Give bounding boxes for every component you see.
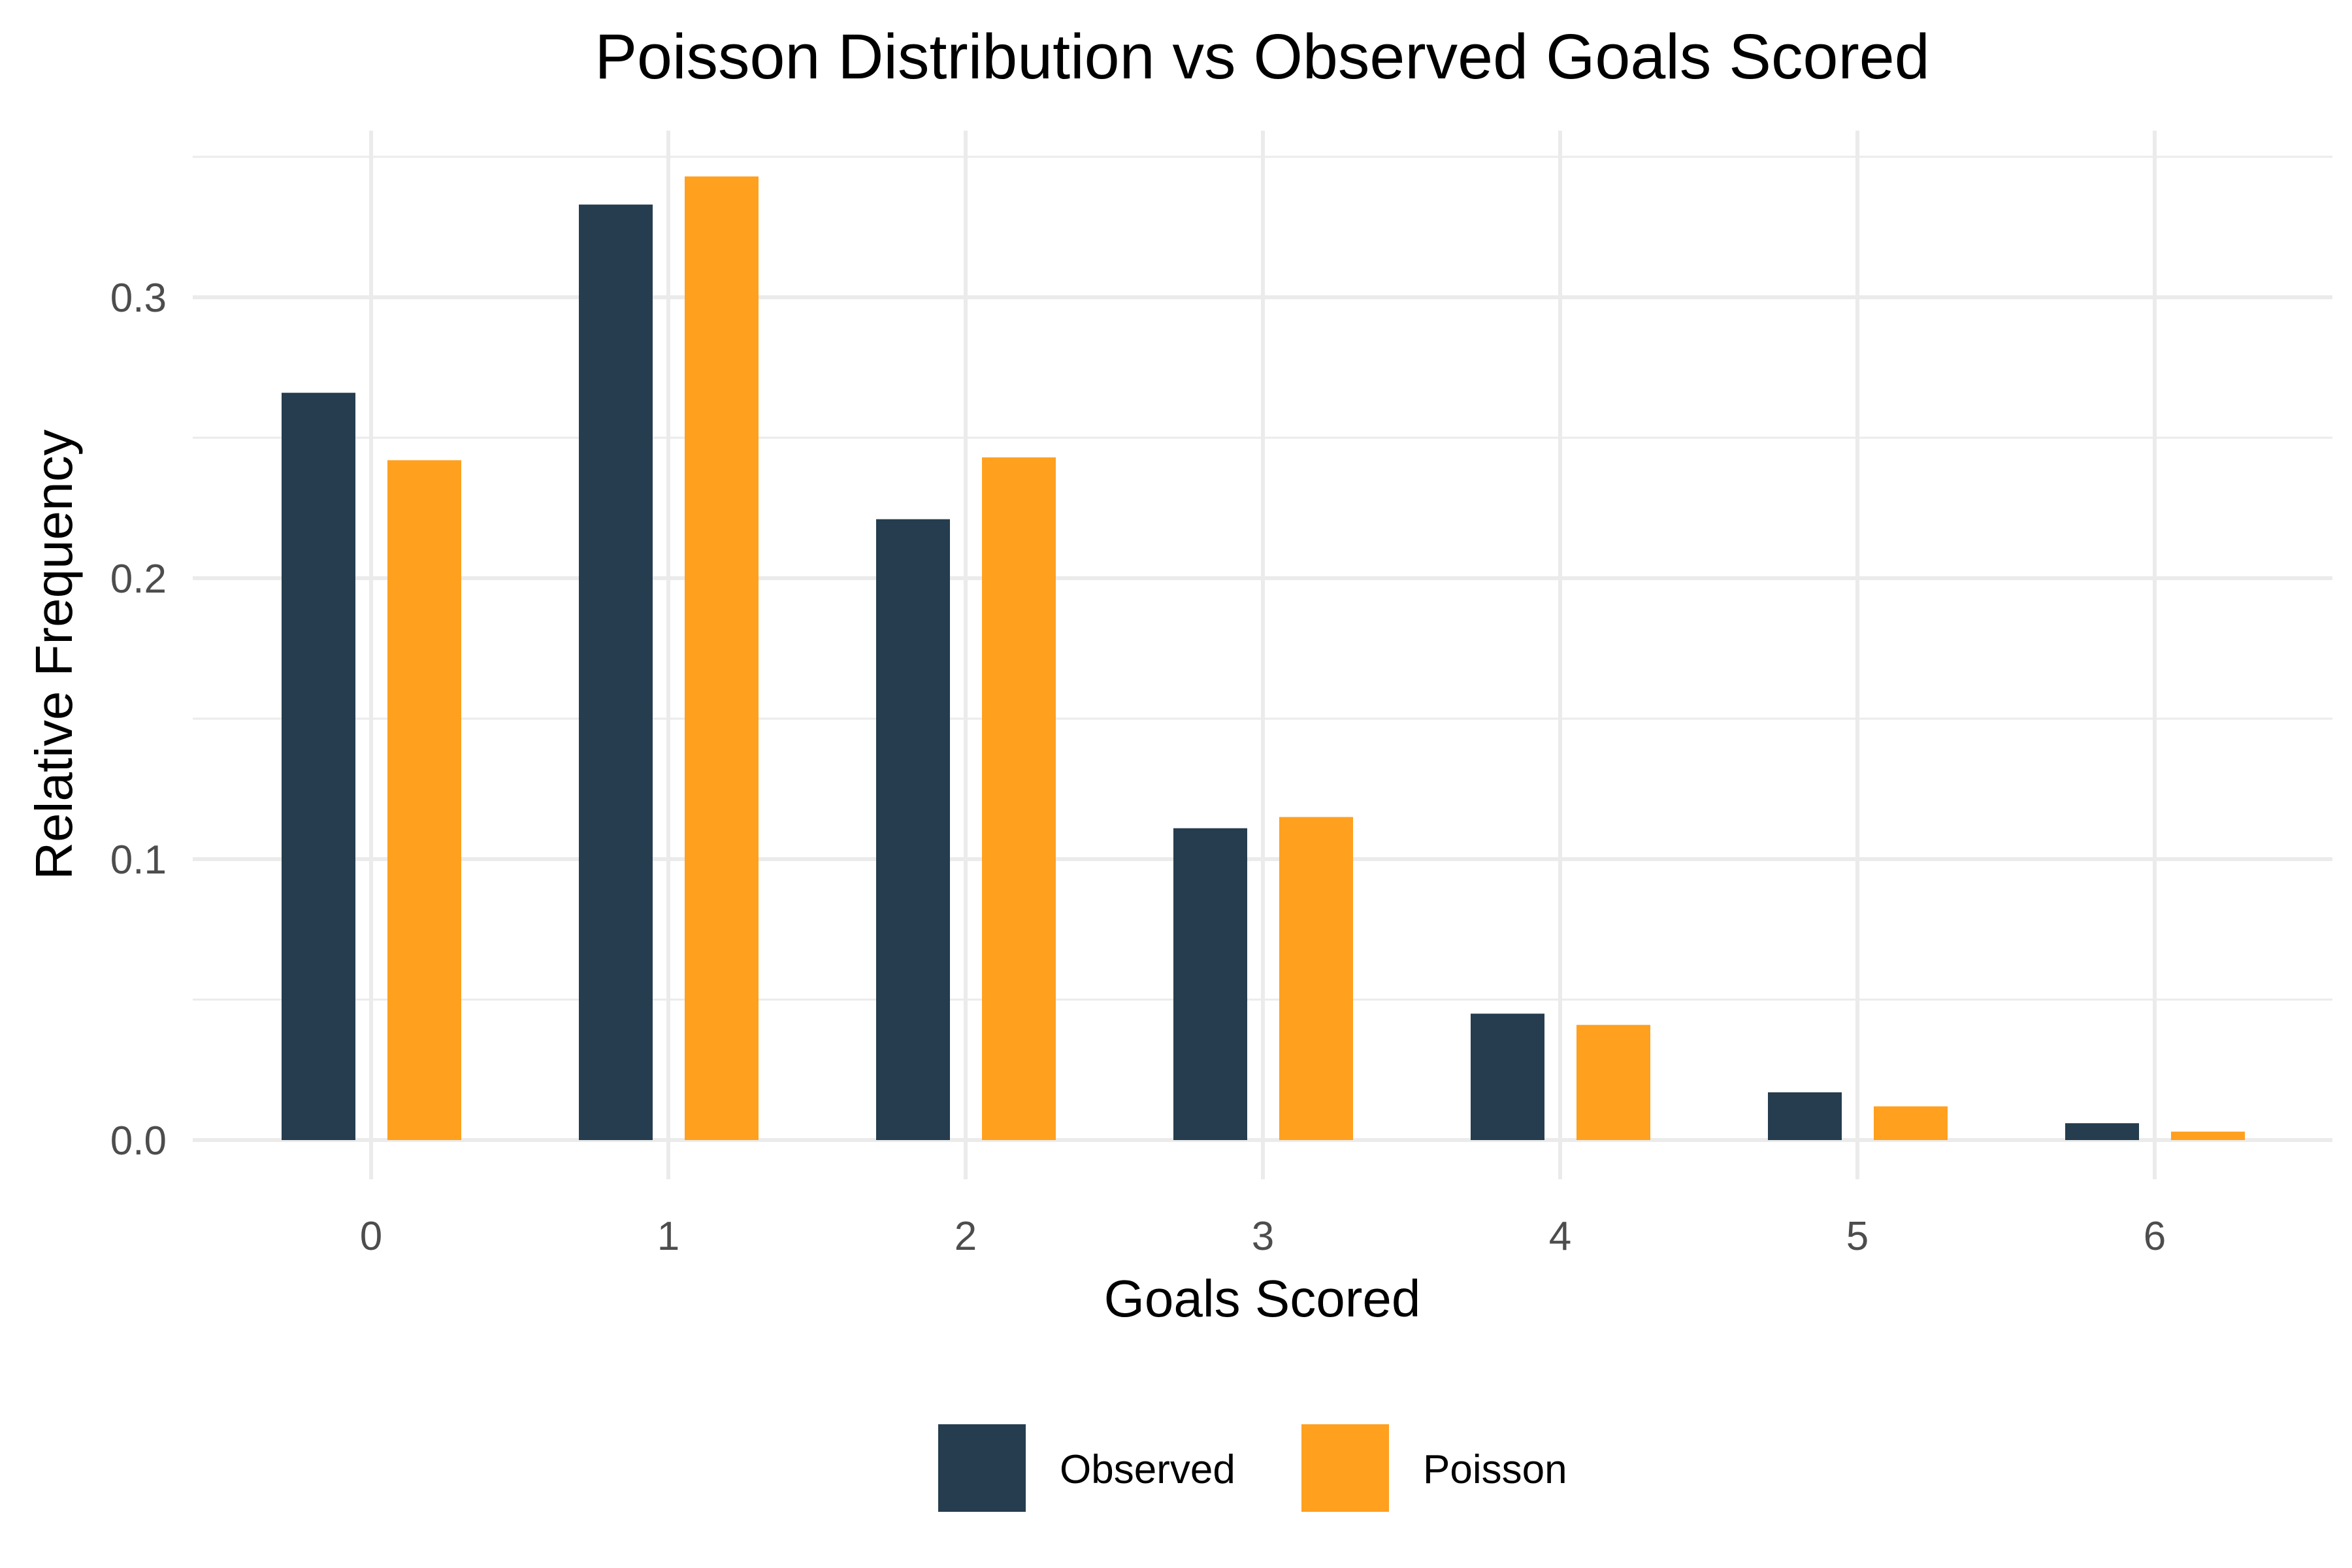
bar-observed-5 xyxy=(1768,1092,1842,1140)
bar-poisson-4 xyxy=(1576,1024,1650,1140)
x-tick-label: 2 xyxy=(955,1214,977,1259)
x-tick-label: 6 xyxy=(2144,1214,2166,1259)
x-tick-label: 3 xyxy=(1252,1214,1274,1259)
bar-poisson-1 xyxy=(685,176,759,1141)
y-tick-label: 0.3 xyxy=(110,276,167,321)
bar-poisson-3 xyxy=(1279,817,1353,1140)
bar-observed-0 xyxy=(282,393,355,1141)
x-tick-label: 1 xyxy=(657,1214,679,1259)
legend-swatch-poisson xyxy=(1301,1424,1389,1512)
x-tick-labels: 0 1 2 3 4 5 6 xyxy=(360,1214,2166,1259)
y-tick-label: 0.2 xyxy=(110,557,167,602)
x-tick-label: 4 xyxy=(1549,1214,1571,1259)
x-tick-label: 0 xyxy=(360,1214,382,1259)
grid-layer xyxy=(193,131,2332,1179)
chart-title: Poisson Distribution vs Observed Goals S… xyxy=(595,21,1929,92)
y-axis-title: Relative Frequency xyxy=(25,429,83,879)
bar-poisson-5 xyxy=(1874,1106,1948,1140)
bar-poisson-2 xyxy=(982,457,1056,1140)
bar-poisson-0 xyxy=(387,460,461,1140)
legend-label-observed: Observed xyxy=(1060,1447,1235,1492)
x-tick-label: 5 xyxy=(1846,1214,1869,1259)
bar-observed-1 xyxy=(579,204,653,1141)
bar-observed-4 xyxy=(1471,1013,1544,1140)
bars-layer xyxy=(282,176,2245,1141)
y-tick-label: 0.0 xyxy=(110,1119,167,1164)
bar-observed-3 xyxy=(1173,828,1247,1140)
x-axis-title: Goals Scored xyxy=(1104,1269,1421,1328)
legend: Observed Poisson xyxy=(938,1424,1567,1512)
legend-swatch-observed xyxy=(938,1424,1026,1512)
bar-poisson-6 xyxy=(2171,1132,2245,1140)
y-tick-label: 0.1 xyxy=(110,838,167,883)
bar-observed-6 xyxy=(2065,1123,2139,1140)
y-tick-labels: 0.0 0.1 0.2 0.3 xyxy=(110,276,167,1164)
legend-label-poisson: Poisson xyxy=(1423,1447,1567,1492)
bar-observed-2 xyxy=(876,519,950,1140)
